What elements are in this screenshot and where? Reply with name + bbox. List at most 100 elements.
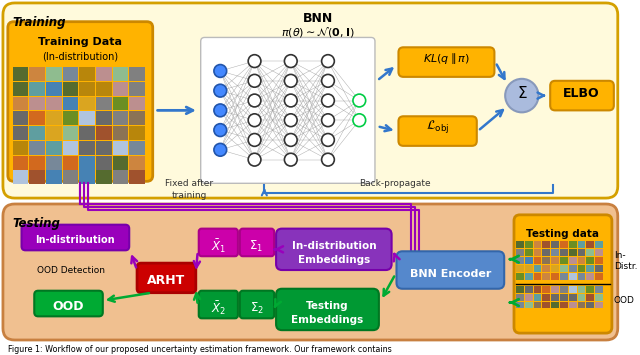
Circle shape [248,94,261,107]
Bar [595,257,603,264]
Bar [79,141,95,155]
Bar [551,286,559,293]
Circle shape [214,104,227,117]
Bar [129,170,145,184]
Bar [534,257,541,264]
FancyBboxPatch shape [240,291,274,318]
Bar [560,294,568,301]
FancyBboxPatch shape [397,251,504,289]
Bar [578,257,586,264]
Bar [551,294,559,301]
Bar [46,126,61,140]
Bar [96,67,111,81]
Bar [29,82,45,95]
Bar [46,67,61,81]
Bar [96,97,111,110]
Bar [516,265,524,272]
Circle shape [248,55,261,67]
Bar [586,265,595,272]
Circle shape [284,153,297,166]
Bar [542,294,550,301]
Bar [560,249,568,256]
Bar [96,156,111,169]
Bar [551,257,559,264]
Circle shape [214,65,227,77]
FancyBboxPatch shape [35,291,103,316]
Bar [578,294,586,301]
Circle shape [284,133,297,146]
FancyBboxPatch shape [8,22,153,181]
FancyBboxPatch shape [3,204,618,340]
Bar [113,111,128,125]
Bar [534,241,541,248]
Bar [525,301,532,308]
Bar [79,170,95,184]
FancyBboxPatch shape [276,289,379,330]
Bar [46,141,61,155]
Bar [586,301,595,308]
Bar [63,156,78,169]
FancyBboxPatch shape [276,229,392,270]
Bar [79,156,95,169]
Bar [13,82,28,95]
Text: Training Data: Training Data [38,37,122,48]
Bar [578,301,586,308]
Circle shape [284,94,297,107]
Text: $\bar{X}_2$: $\bar{X}_2$ [211,300,226,317]
Bar [129,67,145,81]
Circle shape [284,114,297,127]
Bar [63,97,78,110]
Bar [46,97,61,110]
Bar [560,265,568,272]
Bar [79,126,95,140]
Text: Testing: Testing [13,217,61,230]
FancyBboxPatch shape [22,225,129,250]
Bar [129,82,145,95]
FancyBboxPatch shape [201,37,375,183]
Bar [578,265,586,272]
Bar [569,273,577,280]
Bar [595,265,603,272]
FancyBboxPatch shape [514,215,612,333]
Bar [113,126,128,140]
Bar [534,286,541,293]
Bar [569,257,577,264]
Bar [569,301,577,308]
Bar [586,286,595,293]
Bar [516,257,524,264]
Bar [534,301,541,308]
Circle shape [248,75,261,87]
Bar [13,170,28,184]
Bar [534,294,541,301]
Bar [96,170,111,184]
Circle shape [322,94,334,107]
Bar [63,141,78,155]
Bar [63,67,78,81]
Circle shape [214,84,227,97]
Bar [586,273,595,280]
Text: $\Sigma_1$: $\Sigma_1$ [250,239,264,254]
Bar [516,286,524,293]
Text: $\mathcal{L}_{\mathrm{obj}}$: $\mathcal{L}_{\mathrm{obj}}$ [426,118,449,135]
Bar [113,170,128,184]
Bar [595,273,603,280]
Circle shape [284,75,297,87]
Bar [96,82,111,95]
Circle shape [322,133,334,146]
Bar [516,273,524,280]
Text: Testing: Testing [306,301,348,311]
Bar [516,241,524,248]
Text: In-distribution: In-distribution [36,235,115,245]
Bar [129,156,145,169]
Bar [79,67,95,81]
Bar [542,241,550,248]
Text: $\Sigma$: $\Sigma$ [516,84,527,100]
Bar [560,257,568,264]
FancyBboxPatch shape [399,116,477,146]
Bar [542,257,550,264]
Bar [13,97,28,110]
Bar [578,249,586,256]
Circle shape [248,114,261,127]
FancyBboxPatch shape [240,229,274,256]
Bar [113,156,128,169]
